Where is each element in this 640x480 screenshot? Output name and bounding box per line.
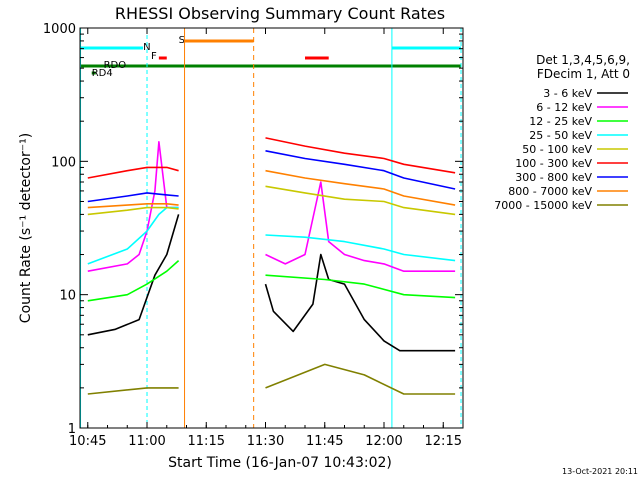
series-line [87, 166, 179, 179]
annotation-n: N [143, 42, 150, 53]
series-line [87, 206, 179, 216]
series-line [87, 203, 179, 209]
legend-label: 50 - 100 keV [522, 143, 592, 156]
series-layer [87, 137, 456, 395]
legend-label: 12 - 25 keV [529, 115, 592, 128]
legend-label: 300 - 800 keV [515, 171, 592, 184]
series-line [265, 169, 456, 206]
series-line [265, 274, 456, 299]
x-tick-label: 11:30 [247, 434, 284, 449]
series-line [87, 214, 180, 336]
series-line [87, 206, 179, 265]
legend-label: 6 - 12 keV [536, 101, 592, 114]
saa-flag-bar [184, 39, 254, 43]
night-flag-bar [80, 46, 144, 50]
series-line [265, 234, 456, 262]
y-tick-label: 10 [59, 289, 76, 304]
legend-label: 100 - 300 keV [515, 157, 592, 170]
flare-flag-bar [305, 56, 329, 60]
event-lines [80, 28, 462, 428]
series-line [265, 363, 456, 395]
series-line [264, 253, 456, 352]
series-line [87, 192, 179, 203]
x-axis-label: Start Time (16-Jan-07 10:43:02) [168, 455, 392, 471]
plot-frame [79, 27, 464, 429]
x-tick-label: 10:45 [69, 434, 106, 449]
series-line [87, 260, 180, 302]
y-tick-label: 100 [51, 155, 76, 170]
rd4-flag-bar [91, 71, 96, 75]
night-flag-bar [391, 46, 462, 50]
rdo-flag-bar [80, 64, 462, 68]
x-tick-label: 12:00 [365, 434, 402, 449]
x-tick-label: 12:15 [425, 434, 462, 449]
series-line [265, 181, 456, 273]
series-line [87, 387, 179, 395]
y-tick-label: 1 [68, 422, 76, 437]
annotation-rd4: RD4 [92, 68, 113, 79]
legend-header-2: FDecim 1, Att 0 [537, 67, 630, 81]
legend-label: 7000 - 15000 keV [494, 199, 592, 212]
series-line [87, 141, 179, 272]
legend-label: 25 - 50 keV [529, 129, 592, 142]
x-tick-label: 11:45 [306, 434, 343, 449]
legend-label: 3 - 6 keV [543, 87, 592, 100]
y-axis-label: Count Rate (s⁻¹ detector⁻¹) [18, 133, 34, 323]
series-line [265, 137, 456, 174]
generated-timestamp: 13-Oct-2021 20:11 [562, 467, 638, 476]
x-tick-label: 11:00 [128, 434, 165, 449]
x-tick-label: 11:15 [188, 434, 225, 449]
axes: 10:45 11:00 11:15 11:30 11:45 12:00 12:15 1 10 10… [43, 22, 464, 449]
chart-title: RHESSI Observing Summary Count Rates [115, 4, 445, 23]
y-tick-label: 1000 [43, 22, 76, 37]
annotation-f: F [151, 51, 157, 62]
legend-header-1: Det 1,3,4,5,6,9, [536, 53, 630, 67]
legend-label: 800 - 7000 keV [508, 185, 592, 198]
flare-flag-bar [158, 56, 167, 60]
series-line [265, 150, 456, 190]
annotation-s: S [179, 35, 185, 46]
annotation-rdo: RDO [104, 60, 127, 71]
series-line [265, 185, 456, 216]
